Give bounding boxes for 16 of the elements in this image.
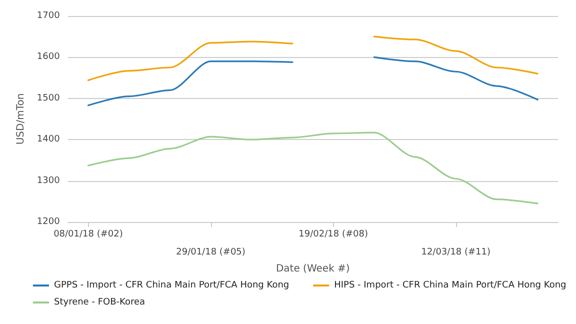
- line-series: [87, 132, 538, 204]
- x-tick-label: 29/01/18 (#05): [176, 248, 246, 258]
- y-tick-label: 1400: [36, 134, 60, 145]
- legend-label: Styrene - FOB-Korea: [54, 298, 146, 308]
- y-tick-label: 1200: [36, 217, 60, 227]
- x-tick-label: 19/02/18 (#08): [298, 230, 368, 240]
- y-axis-title: USD/mTon: [16, 93, 26, 145]
- y-tick-label: 1700: [36, 11, 60, 21]
- legend-label: HIPS - Import - CFR China Main Port/FCA Hong Kong: [334, 280, 566, 290]
- y-tick-label: 1300: [36, 176, 60, 186]
- x-tick-label: 12/03/18 (#11): [421, 248, 491, 258]
- x-axis-title: Date (Week #): [276, 264, 350, 274]
- legend-label: GPPS - Import - CFR China Main Port/FCA Hong Kong: [54, 280, 290, 290]
- x-tick-label: 08/01/18 (#02): [54, 230, 123, 240]
- y-tick-label: 1500: [36, 93, 60, 104]
- y-tick-label: 1600: [36, 52, 60, 62]
